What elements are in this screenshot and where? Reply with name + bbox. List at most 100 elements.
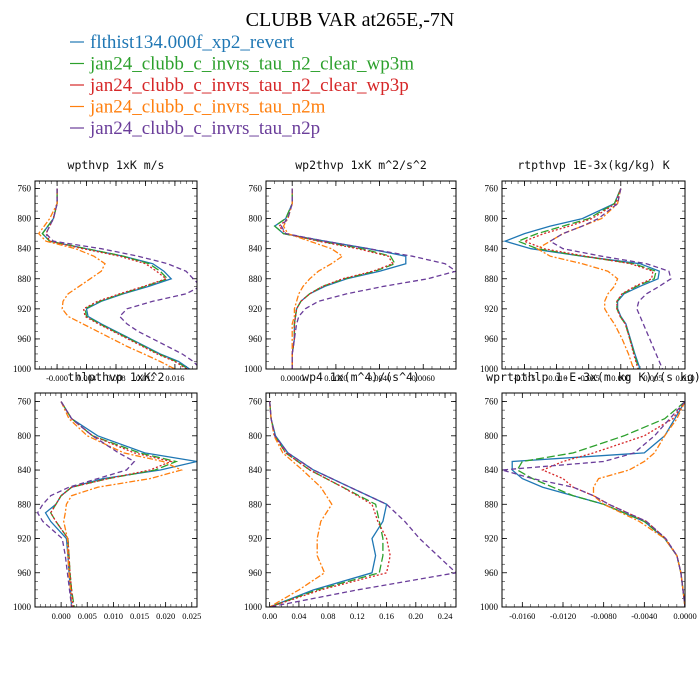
panels: wpthvp 1xK m/s 760 800 840 880 920 960 1000 -0.0… [13,158,700,621]
legend-entry: jan24_clubb_c_invrs_tau_n2_clear_wp3p [89,75,409,96]
series-line [269,401,388,607]
x-tick-label: 0.000 [52,611,71,621]
x-tick-label: 0.020 [156,611,175,621]
series-line [502,401,685,607]
y-tick-label: 800 [18,214,32,224]
series-line [516,188,657,369]
legend: flthist134.000f_xp2_revertjan24_clubb_c_… [70,32,414,139]
series-line [503,188,661,369]
series-line [49,401,174,607]
x-tick-label: 0.012 [136,373,155,383]
y-tick-label: 880 [18,499,32,509]
y-tick-label: 1000 [13,364,32,374]
y-tick-label: 800 [485,214,499,224]
y-tick-label: 1000 [244,602,263,612]
y-tick-label: 920 [485,534,499,544]
x-tick-label: 0.0000 [673,611,696,621]
x-tick-label: 0.005 [78,611,97,621]
y-tick-label: 840 [18,465,32,475]
x-tick-label: -0.010 [546,373,568,383]
panel-title: thlpthvp 1xK^2 [68,370,165,384]
y-tick-label: 760 [485,184,499,194]
y-tick-label: 960 [485,568,499,578]
panel-title: wp2thvp 1xK m^2/s^2 [295,158,427,172]
x-tick-label: -0.005 [578,373,600,383]
y-tick-label: 920 [18,304,32,314]
y-tick-label: 760 [18,397,32,407]
x-tick-label: 0.010 [104,611,123,621]
y-tick-label: 840 [249,465,263,475]
series-line [282,188,344,369]
legend-entry: jan24_clubb_c_invrs_tau_n2p [89,118,320,139]
series-line [522,188,654,369]
y-tick-label: 880 [249,274,263,284]
y-tick-label: 800 [249,431,263,441]
panel-4: thlpthvp 1xK^2 760 800 840 880 920 960 1000 0.00… [13,370,201,621]
x-tick-label: 0.00 [262,611,277,621]
series-line [269,401,456,607]
series-line [269,401,333,607]
x-tick-label: 0.0040 [368,373,391,383]
plot-frame [501,392,686,608]
x-tick-label: 0.005 [643,373,662,383]
y-tick-label: 920 [249,534,263,544]
series-line [280,188,456,369]
y-tick-label: 960 [249,334,263,344]
x-tick-label: 0.16 [379,611,394,621]
panel-title: wp4 1x(m^4)/(s^4) [302,370,420,384]
y-tick-label: 760 [18,184,32,194]
series-line [36,401,136,607]
y-tick-label: 840 [485,244,499,254]
series-line [548,188,672,369]
x-tick-label: 0.08 [321,611,336,621]
panel-2: wp2thvp 1xK m^2/s^2 760 800 840 880 920 960 100… [244,158,457,383]
x-tick-label: 0.000 [611,373,630,383]
panel-1: wpthvp 1xK m/s 760 800 840 880 920 960 1000 -0.0… [13,158,198,383]
x-tick-label: 0.025 [182,611,201,621]
panel-title: wprtpthlp 1-E-3x(m kg K)/(s kg) [486,370,700,384]
series-line [541,401,685,607]
series-line [37,188,176,369]
series-line [592,401,685,607]
y-tick-label: 1000 [480,602,499,612]
series-line [269,401,391,607]
y-tick-label: 920 [249,304,263,314]
x-tick-label: 0.004 [77,373,97,383]
series-line [41,188,189,369]
x-tick-label: 0.008 [106,373,125,383]
y-tick-label: 1000 [480,364,499,374]
plot-frame [34,180,198,370]
legend-entry: jan24_clubb_c_invrs_tau_n2_clear_wp3m [89,54,414,75]
panel-title: wpthvp 1xK m/s [68,158,165,172]
series-line [269,401,384,607]
plot-frame [501,180,686,370]
series-line [273,188,396,369]
panel-5: wp4 1x(m^4)/(s^4)76080084088092096010000… [244,370,457,621]
x-tick-label: 0.010 [675,373,694,383]
y-tick-label: 840 [249,244,263,254]
series-line [41,188,190,369]
x-tick-label: 0.016 [165,373,184,383]
series-line [511,401,685,607]
y-tick-label: 960 [249,568,263,578]
x-tick-label: 0.12 [350,611,365,621]
x-tick-label: 0.20 [408,611,423,621]
x-tick-label: -0.0160 [509,611,535,621]
y-tick-label: 760 [485,397,499,407]
x-tick-label: 0.0020 [324,373,347,383]
y-tick-label: 960 [485,334,499,344]
y-tick-label: 840 [18,244,32,254]
plot-frame [34,392,198,608]
y-tick-label: 880 [18,274,32,284]
y-tick-label: 840 [485,465,499,475]
panel-title: rtpthvp 1E-3x(kg/kg) K [517,158,669,172]
plot-frame [265,180,457,370]
x-tick-label: 0.04 [291,611,307,621]
figure-title: CLUBB VAR at265E,-7N [246,9,455,31]
x-tick-label: -0.0120 [550,611,576,621]
y-tick-label: 920 [18,534,32,544]
y-tick-label: 1000 [244,364,263,374]
y-tick-label: 800 [485,431,499,441]
series-line [60,401,184,607]
